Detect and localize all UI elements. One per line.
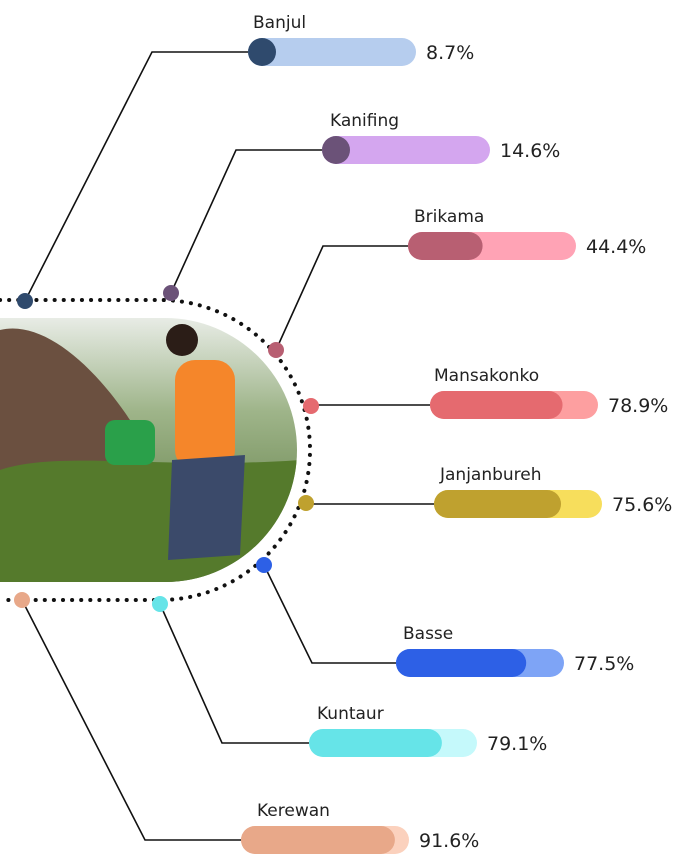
connector-dot (256, 557, 272, 573)
category-label: Banjul (253, 13, 306, 33)
connector-dot (163, 285, 179, 301)
connector-dot (298, 495, 314, 511)
bar-fill (396, 649, 527, 677)
bar-track (248, 38, 416, 66)
bar-track (322, 136, 490, 164)
value-label: 8.7% (426, 42, 474, 64)
bar-fill (248, 38, 276, 66)
value-label: 77.5% (574, 653, 634, 675)
category-label: Kuntaur (317, 704, 384, 724)
value-label: 14.6% (500, 140, 560, 162)
value-label: 79.1% (487, 733, 547, 755)
category-label: Janjanbureh (439, 465, 542, 485)
connector (305, 503, 434, 505)
category-label: Basse (403, 624, 453, 644)
connector-dot (152, 596, 168, 612)
bar-fill (322, 136, 350, 164)
category-label: Kerewan (257, 801, 330, 821)
connector-dot (303, 398, 319, 414)
connector (310, 404, 430, 406)
category-label: Mansakonko (434, 366, 539, 386)
bar-fill (241, 826, 395, 854)
value-label: 75.6% (612, 494, 672, 516)
photo-frame (0, 298, 312, 602)
bar-fill (309, 729, 442, 757)
connector-dot (14, 592, 30, 608)
connector (24, 51, 248, 302)
connector-dot (17, 293, 33, 309)
value-label: 91.6% (419, 830, 479, 852)
connector-dot (268, 342, 284, 358)
connector (263, 564, 396, 664)
connector (159, 603, 309, 744)
bar-fill (430, 391, 563, 419)
value-label: 78.9% (608, 395, 668, 417)
connector (275, 245, 408, 351)
bar-fill (408, 232, 483, 260)
bar-fill (434, 490, 562, 518)
connector (21, 599, 241, 841)
value-label: 44.4% (586, 236, 646, 258)
category-label: Brikama (414, 207, 484, 227)
category-label: Kanifing (330, 111, 399, 131)
photo (0, 318, 297, 582)
connector (170, 149, 322, 294)
